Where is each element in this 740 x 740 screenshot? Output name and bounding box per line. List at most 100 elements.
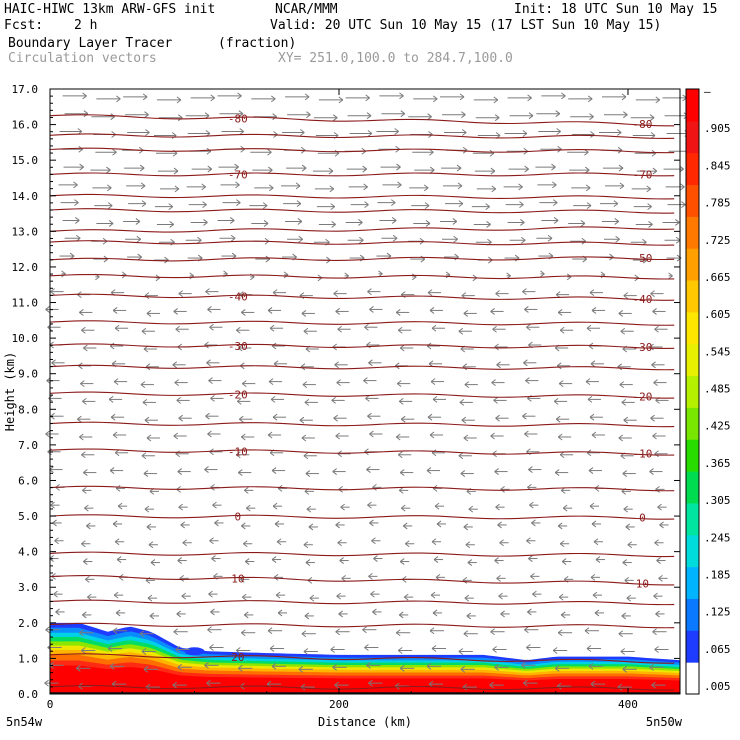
- vector-head: [463, 630, 469, 638]
- colorbar-swatch: [686, 534, 699, 568]
- vector-head: [494, 468, 499, 475]
- vector-head: [177, 663, 183, 671]
- vector-head: [112, 431, 118, 439]
- vector-head: [336, 379, 341, 387]
- vector-head: [591, 520, 597, 528]
- vector-head: [178, 414, 184, 422]
- vector-head: [330, 646, 335, 653]
- vector-head: [140, 381, 146, 389]
- vector-head: [113, 378, 119, 386]
- vector-head: [588, 467, 594, 474]
- vector-head: [242, 540, 248, 548]
- vector-head: [396, 380, 402, 388]
- y-tick-label: 10.0: [12, 332, 39, 345]
- vector-head: [365, 94, 370, 102]
- vector-head: [204, 661, 209, 669]
- vector-head: [77, 415, 82, 423]
- vector-head: [426, 467, 432, 474]
- vector-head: [332, 468, 337, 475]
- vector-head: [500, 610, 505, 618]
- vector-head: [362, 626, 367, 634]
- isotherm-1: [49, 622, 675, 629]
- vector-head: [557, 522, 563, 530]
- vector-head: [626, 594, 632, 602]
- vector-head: [330, 203, 336, 211]
- vector-head: [148, 541, 154, 549]
- vector-head: [619, 182, 625, 190]
- vector-head: [586, 324, 592, 332]
- vector-head: [623, 505, 629, 513]
- vector-head: [621, 93, 627, 101]
- vector-head: [426, 662, 432, 670]
- vector-head: [271, 662, 277, 670]
- vector-head: [589, 502, 595, 510]
- vector-head: [519, 201, 524, 209]
- vector-head: [551, 163, 556, 171]
- vector-head: [589, 413, 595, 421]
- vector-head: [623, 292, 629, 300]
- vector-head: [528, 555, 533, 562]
- vector-head: [237, 469, 243, 476]
- isotherm--50: [49, 256, 675, 262]
- colorbar-label: .665: [704, 271, 731, 284]
- vector-head: [235, 451, 241, 459]
- colorbar-label: .185: [704, 568, 731, 581]
- vector-head: [432, 609, 438, 617]
- vector-head: [268, 166, 273, 174]
- vector-head: [615, 235, 620, 243]
- vector-head: [308, 523, 314, 531]
- vector-head: [79, 629, 84, 637]
- vector-head: [453, 235, 458, 243]
- y-tick-label: 12.0: [12, 261, 39, 274]
- isotherm-0: [49, 514, 675, 520]
- vector-head: [142, 93, 148, 101]
- colorbar-swatch: [686, 375, 699, 408]
- vector-head: [649, 114, 655, 122]
- vector-head: [144, 505, 150, 513]
- vector-head: [623, 416, 629, 424]
- vector-head: [81, 647, 86, 654]
- vector-head: [338, 96, 344, 104]
- colorbar-swatch: [686, 343, 699, 377]
- vector-head: [431, 645, 437, 652]
- vector-head: [620, 327, 626, 335]
- vector-head: [592, 591, 598, 599]
- vector-head: [522, 130, 528, 137]
- vector-head: [141, 648, 147, 655]
- vector-head: [74, 199, 79, 207]
- vector-head: [491, 185, 497, 193]
- y-tick-label: 5.0: [18, 510, 38, 523]
- vector-head: [456, 164, 462, 172]
- contour-label: 10: [636, 577, 649, 590]
- vector-head: [208, 590, 213, 598]
- vector-head: [452, 218, 458, 225]
- contour-label: -80: [228, 112, 248, 125]
- colorbar-swatch: [686, 662, 699, 695]
- y-tick-label: 8.0: [18, 403, 38, 416]
- y-tick-label: 15.0: [12, 154, 39, 167]
- vector-head: [463, 310, 469, 317]
- vector-head: [230, 234, 236, 242]
- vector-head: [275, 591, 281, 599]
- vector-head: [621, 398, 627, 406]
- vector-head: [494, 663, 499, 671]
- vector-head: [589, 289, 595, 297]
- vector-head: [523, 359, 528, 367]
- vector-head: [490, 432, 495, 440]
- vector-head: [181, 592, 187, 600]
- vector-head: [146, 434, 152, 442]
- vector-head: [429, 431, 435, 439]
- y-tick-label: 0.0: [18, 688, 38, 701]
- vector-head: [532, 590, 537, 598]
- vector-head: [400, 415, 406, 423]
- vector-head: [238, 415, 244, 423]
- vector-head: [301, 310, 307, 317]
- vector-head: [143, 665, 149, 673]
- vector-head: [364, 201, 369, 209]
- colorbar-label: .365: [704, 457, 731, 470]
- vector-head: [303, 541, 309, 549]
- vector-head: [395, 433, 401, 441]
- vector-head: [529, 501, 534, 509]
- vector-head: [106, 166, 111, 174]
